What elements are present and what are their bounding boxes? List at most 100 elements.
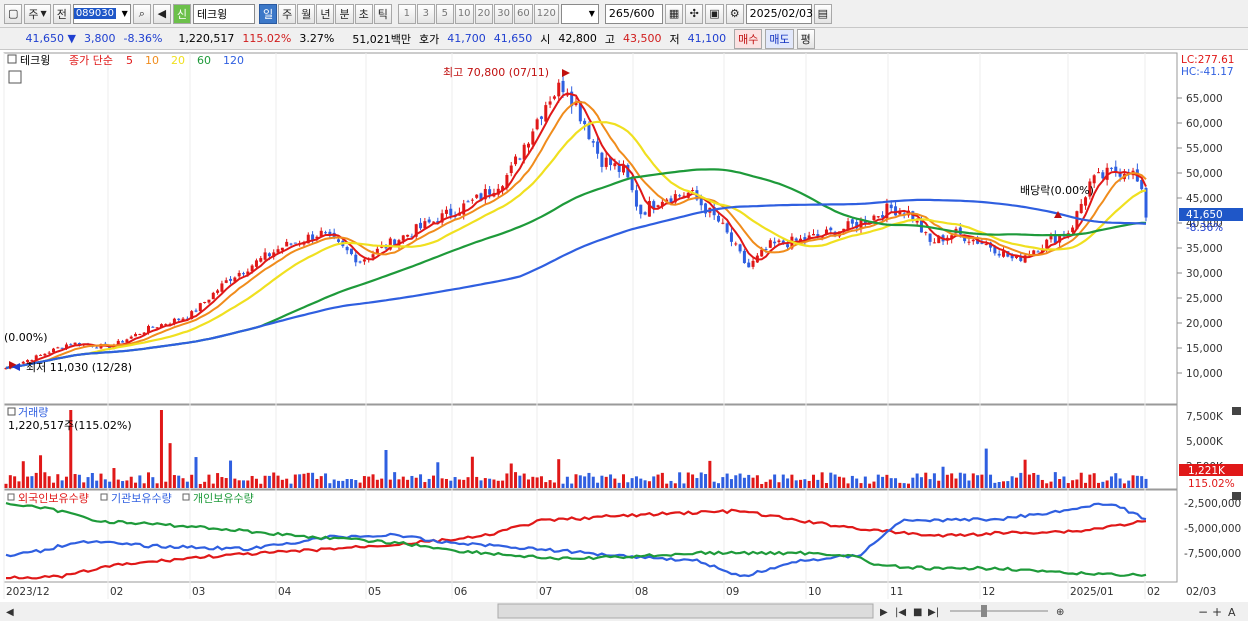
candle-body bbox=[155, 327, 159, 329]
window-icon[interactable]: ▢ bbox=[4, 3, 23, 24]
speaker-icon[interactable]: ◀ bbox=[152, 3, 171, 24]
zoom-out-icon[interactable]: − bbox=[1198, 605, 1208, 619]
moving-average-lines bbox=[5, 92, 1147, 370]
volume-bar bbox=[1027, 474, 1031, 488]
holders-panel[interactable] bbox=[3, 489, 1178, 583]
interval-button[interactable]: 20 bbox=[474, 3, 494, 24]
grid-lines bbox=[3, 53, 1146, 599]
chart-area[interactable]: 테크윙 종가 단순 5 10 20 60 120 LC:277.61 HC:-41.17… bbox=[0, 51, 1248, 621]
volume-bar bbox=[1058, 479, 1062, 488]
candle-body bbox=[246, 271, 250, 275]
stop-icon[interactable]: ■ bbox=[913, 607, 922, 618]
volume-bar bbox=[462, 479, 466, 488]
save-icon[interactable]: ▣ bbox=[705, 3, 724, 24]
candle-body bbox=[976, 239, 980, 244]
stock-chart[interactable]: 테크윙 종가 단순 5 10 20 60 120 LC:277.61 HC:-41.17… bbox=[0, 51, 1248, 621]
period-button[interactable]: 분 bbox=[335, 3, 354, 24]
crosshair-icon[interactable]: ✣ bbox=[685, 3, 704, 24]
chart-tools-icon[interactable]: ▦ bbox=[664, 3, 684, 24]
interval-button[interactable]: 120 bbox=[533, 3, 559, 24]
first-page-icon[interactable]: |◀ bbox=[895, 607, 906, 618]
last-page-icon[interactable]: ▶| bbox=[928, 607, 939, 618]
legend-box-icon[interactable] bbox=[182, 493, 190, 501]
chevron-down-icon[interactable]: ▼ bbox=[121, 9, 128, 18]
stock-name-field[interactable]: 테크윙 bbox=[192, 3, 255, 24]
period-button[interactable]: 주 bbox=[278, 3, 297, 24]
interval-button[interactable]: 5 bbox=[435, 3, 454, 24]
zoom-in-icon[interactable]: ⊕ bbox=[1056, 607, 1064, 618]
interval-button[interactable]: 10 bbox=[454, 3, 474, 24]
min-arrow-icon bbox=[12, 363, 20, 371]
plus-icon[interactable]: + bbox=[1212, 605, 1222, 619]
volume-bar bbox=[768, 479, 772, 488]
zero-note: (0.00%) bbox=[4, 331, 48, 344]
candle-body bbox=[885, 203, 889, 219]
interval-button[interactable]: 60 bbox=[514, 3, 533, 24]
candle-body bbox=[121, 341, 125, 343]
interval-button[interactable]: 3 bbox=[416, 3, 435, 24]
prev-button[interactable]: 전 bbox=[52, 3, 71, 24]
market-select[interactable]: 주 ▼ bbox=[24, 3, 51, 24]
table-icon[interactable] bbox=[8, 70, 22, 84]
scroll-thumb[interactable] bbox=[497, 603, 874, 619]
interval-button[interactable]: 30 bbox=[494, 3, 514, 24]
candle-body bbox=[535, 119, 539, 130]
candle-body bbox=[21, 361, 25, 364]
zoom-handle[interactable] bbox=[981, 605, 987, 617]
holder-line bbox=[6, 508, 1147, 580]
candle-body bbox=[60, 347, 64, 349]
candle-body bbox=[958, 227, 962, 235]
calendar-icon[interactable]: ▤ bbox=[813, 3, 833, 24]
volume-bar bbox=[971, 473, 975, 488]
volume-bar bbox=[436, 462, 440, 488]
gear-icon[interactable]: ⚙ bbox=[725, 3, 744, 24]
panel-icon[interactable] bbox=[7, 54, 17, 64]
interval-button[interactable]: 1 bbox=[397, 3, 416, 24]
volume-bar bbox=[1084, 482, 1088, 488]
volume-bar bbox=[95, 480, 99, 488]
volume-bar bbox=[345, 479, 349, 488]
period-button[interactable]: 월 bbox=[297, 3, 316, 24]
date-field[interactable]: 2025/02/03 bbox=[745, 3, 813, 24]
data-count-field[interactable]: 265/600 bbox=[604, 3, 663, 24]
volume-bar bbox=[354, 480, 358, 488]
volume-bar bbox=[626, 482, 630, 488]
volume-bar bbox=[863, 476, 867, 488]
panel-icon[interactable] bbox=[7, 407, 16, 416]
candle-body bbox=[142, 332, 146, 335]
legend-box-icon[interactable] bbox=[7, 493, 15, 501]
buy-button[interactable]: 매수 bbox=[734, 28, 763, 49]
volume-bar bbox=[367, 476, 371, 488]
eval-button[interactable]: 평 bbox=[796, 28, 815, 49]
scroll-left-icon[interactable]: ◀ bbox=[6, 607, 14, 618]
price-panel[interactable] bbox=[3, 52, 1178, 405]
price-tick-label: 20,000 bbox=[1186, 318, 1223, 330]
ma-line-120 bbox=[5, 198, 1147, 370]
volume-title: 거래량 bbox=[18, 406, 48, 419]
interval-select[interactable]: ▼ bbox=[560, 3, 599, 24]
candle-body bbox=[842, 228, 846, 231]
volume-bar bbox=[172, 475, 176, 488]
period-button[interactable]: 틱 bbox=[373, 3, 392, 24]
close-icon[interactable] bbox=[1232, 492, 1241, 500]
close-icon[interactable] bbox=[1232, 407, 1241, 415]
period-button[interactable]: 일 bbox=[258, 3, 278, 24]
ma-legend-item: 120 bbox=[223, 54, 244, 67]
legend-box-icon[interactable] bbox=[100, 493, 108, 501]
holder-lines bbox=[5, 502, 1147, 580]
candle-body bbox=[190, 311, 194, 320]
volume-bar bbox=[842, 477, 846, 488]
period-button[interactable]: 초 bbox=[354, 3, 373, 24]
font-size-icon[interactable]: A bbox=[1228, 606, 1236, 619]
sell-button[interactable]: 매도 bbox=[765, 28, 794, 49]
stock-code-input[interactable]: 089030 ▼ bbox=[72, 3, 131, 24]
volume-bar bbox=[678, 472, 682, 488]
period-button[interactable]: 년 bbox=[316, 3, 335, 24]
candle-body bbox=[729, 232, 733, 242]
market-label: 주 bbox=[28, 7, 39, 21]
candle-body bbox=[483, 189, 487, 200]
search-icon[interactable]: ⌕ bbox=[132, 3, 151, 24]
scroll-right-icon[interactable]: ▶ bbox=[880, 607, 888, 618]
volume-bar bbox=[483, 478, 487, 488]
